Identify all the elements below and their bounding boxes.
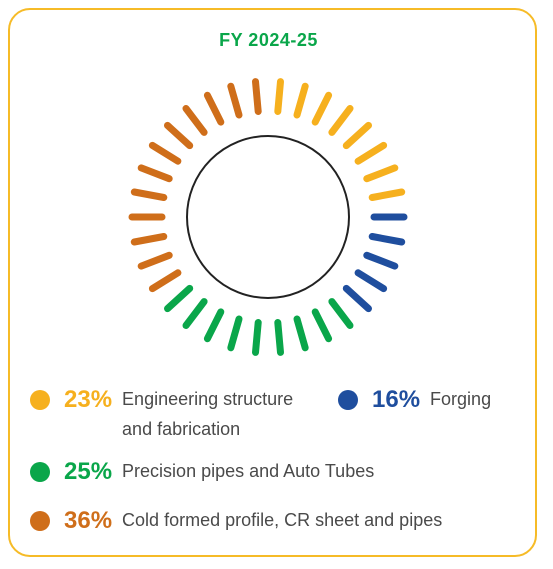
chart-dash-engineering — [363, 164, 399, 183]
legend-item-engineering: 23% Engineering structure and fabricatio… — [30, 386, 293, 444]
legend-swatch-precision — [30, 462, 50, 482]
radial-dash-chart — [128, 78, 408, 356]
legend-value-engineering: 23% — [64, 386, 113, 413]
legend-swatch-engineering — [30, 390, 50, 410]
chart-dash-engineering — [342, 121, 372, 150]
legend-label-cold-formed: Cold formed profile, CR sheet and pipes — [122, 510, 443, 530]
legend-value-forging: 16% — [372, 386, 421, 413]
legend-value-precision: 25% — [64, 458, 113, 485]
chart-dash-precision — [182, 298, 208, 329]
chart-dash-engineering — [311, 91, 333, 126]
chart-dash-precision — [164, 284, 194, 313]
chart-dash-precision — [311, 308, 333, 343]
chart-dash-cold-formed — [137, 251, 173, 270]
chart-dash-cold-formed — [227, 82, 243, 119]
legend-label-forging: Forging — [430, 389, 492, 409]
chart-dash-cold-formed — [148, 141, 182, 165]
chart-dash-cold-formed — [164, 121, 194, 150]
chart-title: FY 2024-25 — [219, 30, 318, 50]
legend-label-precision: Precision pipes and Auto Tubes — [122, 461, 375, 481]
chart-dash-forging — [354, 269, 388, 293]
legend-item-forging: 16% Forging — [338, 386, 491, 414]
chart-dash-cold-formed — [130, 188, 168, 201]
chart-center-circle — [186, 135, 350, 299]
chart-dash-forging — [363, 251, 399, 270]
chart-dash-engineering — [274, 78, 284, 115]
chart-dash-precision — [293, 315, 309, 352]
legend-label-engineering-line-2: and fabrication — [122, 419, 241, 439]
legend-swatch-forging — [338, 390, 358, 410]
chart-dashes — [128, 78, 408, 356]
chart-dash-precision — [252, 319, 262, 356]
chart-dash-precision — [203, 308, 225, 343]
chart-card — [8, 8, 537, 557]
legend-value-cold-formed: 36% — [64, 507, 113, 534]
chart-dash-precision — [227, 315, 243, 352]
legend-swatch-cold-formed — [30, 511, 50, 531]
legend-item-cold-formed: 36% Cold formed profile, CR sheet and pi… — [30, 507, 442, 535]
chart-dash-cold-formed — [182, 105, 208, 136]
legend-label-engineering-line-1: Engineering structure — [122, 389, 294, 409]
legend-item-precision: 25% Precision pipes and Auto Tubes — [30, 458, 374, 486]
chart-dash-precision — [274, 319, 284, 356]
chart-dash-forging — [368, 233, 406, 246]
chart-dash-engineering — [328, 105, 354, 136]
chart-dash-cold-formed — [130, 233, 168, 246]
chart-dash-forging — [342, 284, 372, 313]
chart-dash-cold-formed — [137, 164, 173, 183]
chart-dash-engineering — [368, 188, 406, 201]
chart-dash-cold-formed — [148, 269, 182, 293]
chart-dash-engineering — [293, 82, 309, 119]
chart-dash-cold-formed — [252, 78, 262, 115]
legend-label-engineering: Engineering structure and fabrication — [122, 384, 293, 444]
chart-dash-cold-formed — [203, 91, 225, 126]
chart-dash-precision — [328, 298, 354, 329]
chart-dash-engineering — [354, 141, 388, 165]
